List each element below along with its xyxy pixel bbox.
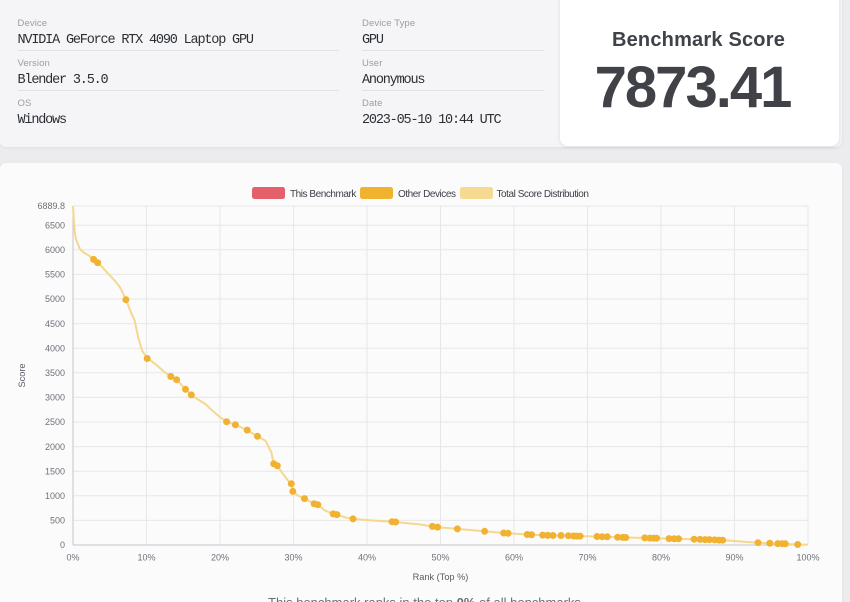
svg-text:Rank (Top %): Rank (Top %): [413, 572, 469, 582]
svg-text:Score: Score: [17, 363, 27, 387]
svg-text:50%: 50%: [431, 552, 449, 562]
svg-text:60%: 60%: [505, 552, 523, 562]
svg-text:30%: 30%: [284, 552, 302, 562]
svg-text:4500: 4500: [45, 319, 65, 329]
svg-text:4000: 4000: [45, 343, 65, 353]
svg-text:2000: 2000: [45, 442, 65, 452]
svg-text:10%: 10%: [137, 552, 155, 562]
svg-text:6000: 6000: [45, 245, 65, 255]
svg-text:1500: 1500: [45, 466, 65, 476]
svg-text:100%: 100%: [796, 552, 819, 562]
svg-text:0: 0: [60, 540, 65, 550]
svg-text:90%: 90%: [725, 552, 743, 562]
svg-text:This Benchmark: This Benchmark: [290, 189, 357, 200]
svg-text:5500: 5500: [45, 270, 65, 280]
svg-text:3500: 3500: [45, 368, 65, 378]
svg-text:2500: 2500: [45, 417, 65, 427]
svg-text:6889.8: 6889.8: [37, 201, 65, 211]
svg-text:20%: 20%: [211, 552, 229, 562]
svg-text:0%: 0%: [66, 552, 79, 562]
svg-text:6500: 6500: [45, 220, 65, 230]
svg-text:5000: 5000: [45, 294, 65, 304]
svg-text:3000: 3000: [45, 393, 65, 403]
svg-text:1000: 1000: [45, 491, 65, 501]
svg-text:Other Devices: Other Devices: [398, 189, 456, 200]
svg-text:80%: 80%: [652, 552, 670, 562]
svg-text:500: 500: [50, 516, 65, 526]
svg-text:Total Score Distribution: Total Score Distribution: [497, 189, 589, 200]
svg-text:40%: 40%: [358, 552, 376, 562]
svg-text:70%: 70%: [578, 552, 596, 562]
